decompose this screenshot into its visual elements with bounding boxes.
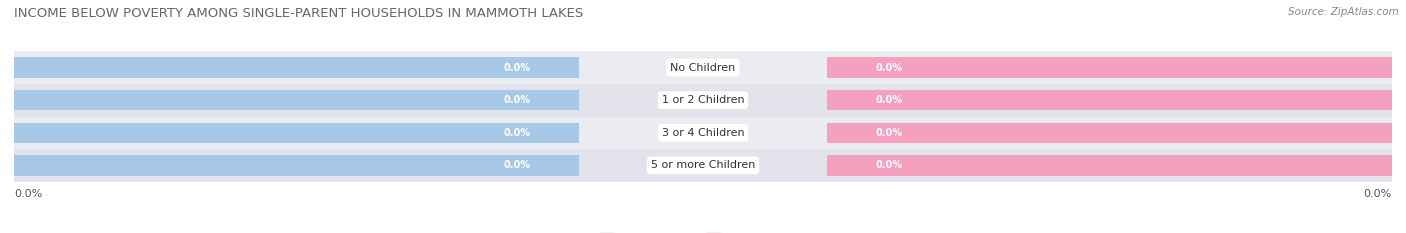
Bar [14, 51, 1392, 84]
Text: INCOME BELOW POVERTY AMONG SINGLE-PARENT HOUSEHOLDS IN MAMMOTH LAKES: INCOME BELOW POVERTY AMONG SINGLE-PARENT… [14, 7, 583, 20]
Legend: Single Father, Single Mother: Single Father, Single Mother [596, 228, 810, 233]
Text: Source: ZipAtlas.com: Source: ZipAtlas.com [1288, 7, 1399, 17]
Text: 0.0%: 0.0% [1364, 189, 1392, 199]
Bar [14, 90, 579, 110]
Text: 0.0%: 0.0% [503, 63, 531, 72]
Bar [14, 58, 579, 78]
Text: 0.0%: 0.0% [503, 161, 531, 170]
Text: No Children: No Children [671, 63, 735, 72]
Text: 0.0%: 0.0% [875, 128, 903, 138]
Bar [14, 84, 1392, 116]
Bar [827, 58, 1392, 78]
Bar [14, 123, 579, 143]
Text: 0.0%: 0.0% [503, 128, 531, 138]
Text: 0.0%: 0.0% [875, 161, 903, 170]
Text: 0.0%: 0.0% [875, 95, 903, 105]
Text: 3 or 4 Children: 3 or 4 Children [662, 128, 744, 138]
Bar [14, 149, 1392, 182]
Bar [827, 90, 1392, 110]
Bar [827, 123, 1392, 143]
Text: 5 or more Children: 5 or more Children [651, 161, 755, 170]
Bar [827, 155, 1392, 175]
Text: 0.0%: 0.0% [875, 63, 903, 72]
Bar [14, 155, 579, 175]
Bar [14, 116, 1392, 149]
Text: 0.0%: 0.0% [14, 189, 42, 199]
Text: 1 or 2 Children: 1 or 2 Children [662, 95, 744, 105]
Text: 0.0%: 0.0% [503, 95, 531, 105]
